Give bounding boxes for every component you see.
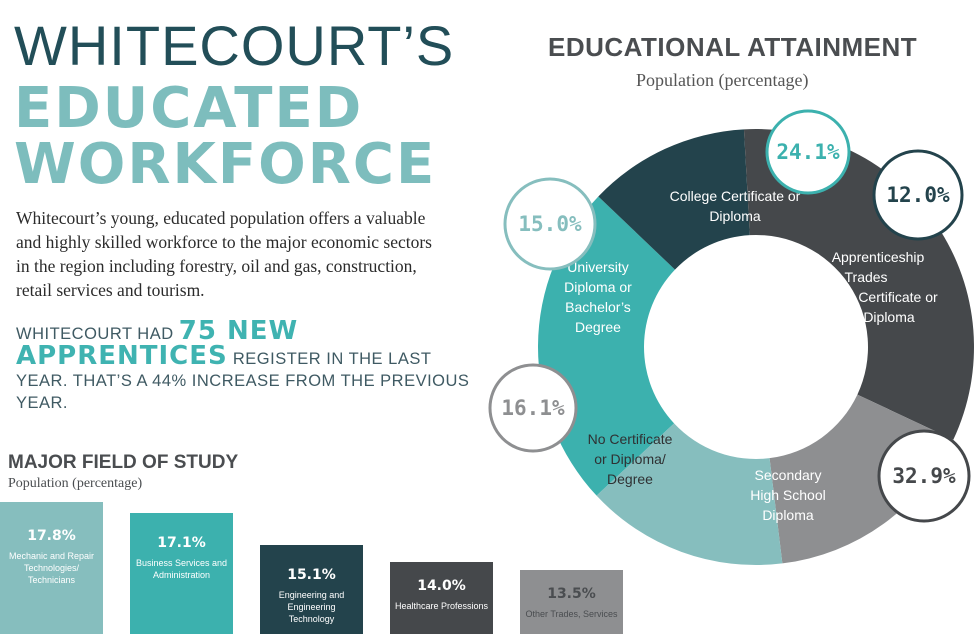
donut-slice-label: Apprenticeship or Trades Certificate or Dip… [828,249,938,325]
apprentices-callout: WHITECOURT HAD 75 NEW APPRENTICES REGIST… [16,318,486,414]
field-bar-label: Healthcare Professions [394,601,489,612]
apprentices-after: REGISTER IN THE LAST YEAR. THAT’S A 44% … [16,350,470,412]
apprentices-highlight: 75 NEW APPRENTICES [16,316,299,371]
field-bar-label: Other Trades, Services [525,609,618,619]
donut-value-bubble [877,429,971,523]
field-bar-value: 14.0% [417,578,466,595]
apprentices-before: WHITECOURT HAD [16,325,179,343]
field-chart-title: MAJOR FIELD OF STUDY [8,452,239,473]
donut-value-label: 15.0% [518,212,582,236]
donut-slice-label: College Certificate or Diploma [670,188,801,224]
attainment-chart-title: EDUCATIONAL ATTAINMENT [548,32,918,62]
donut-value-label: 12.0% [886,183,950,207]
field-bar-0: 17.8% Mechanic and Repair Technologies/ T… [0,502,103,634]
field-bar-value: 13.5% [547,586,596,602]
title-line-3: WORKFORCE [14,132,437,197]
donut-slice-1 [598,129,750,270]
donut-value-label: 16.1% [501,396,565,420]
donut-value-bubble [503,177,597,271]
field-bar-1: 17.1% Business Services and Administratio… [130,513,233,634]
field-bar-3: 14.0% Healthcare Professions [390,562,493,634]
donut-value-bubble [765,109,851,195]
field-bar-value: 17.8% [27,528,76,544]
title-line-1: WHITECOURT’S [14,14,455,77]
title-line-2: EDUCATED [14,76,364,141]
field-bar-label: Engineering and Engineering Technology [278,589,345,624]
attainment-chart-subtitle: Population (percentage) [636,70,809,90]
donut-value-label: 32.9% [892,464,956,488]
field-bar-label: Mechanic and Repair Technologies/ Techni… [8,551,95,585]
donut-slice-label: Secondary High School Diploma [750,467,826,523]
field-bar-value: 17.1% [157,535,206,552]
donut-slice-label: No Certificate or Diploma/Degree [588,431,673,487]
field-bar-4: 13.5% Other Trades, Services [520,570,623,634]
field-bar-2: 15.1% Engineering and Engineering Technol… [260,544,363,634]
field-chart-subtitle: Population (percentage) [8,476,143,491]
donut-slice-label: University Diploma or Bachelor’s Degree [564,259,632,335]
field-bar-label: Business Services and Administration [135,558,228,581]
donut-value-label: 24.1% [776,140,840,164]
donut-value-bubble [488,363,578,453]
intro-paragraph: Whitecourt’s young, educated population … [16,208,432,300]
donut-value-bubble [872,149,964,241]
field-bar-value: 15.1% [287,566,336,583]
donut-slice-4 [596,423,783,565]
